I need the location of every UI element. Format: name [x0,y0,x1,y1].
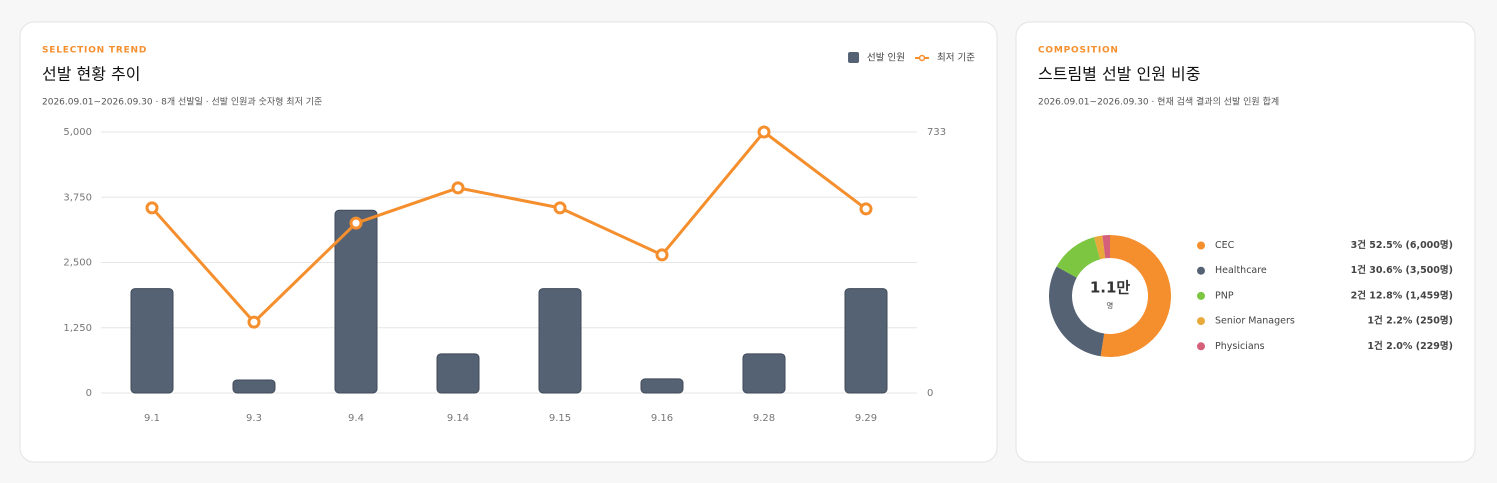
bar [742,353,786,394]
legend-dot [1197,266,1205,275]
legend-value: 2건 12.8% (1,459명) [1351,289,1453,301]
subtitle: 2026.09.01~2026.09.30 · 현재 검색 결과의 선발 인원 … [1038,96,1279,108]
y-tick-label: 5,000 [63,127,92,138]
donut-slice [1049,266,1105,357]
legend-label: Healthcare [1215,265,1267,276]
legend-dot [1197,317,1205,326]
center-unit: 명 [1107,301,1113,310]
legend-value: 1건 30.6% (3,500명) [1351,264,1453,276]
chart-title: 선발 현황 추이 [42,65,141,84]
chart-title: 스트림별 선발 인원 비중 [1038,65,1200,84]
legend-value: 1건 2.0% (229명) [1367,340,1453,352]
x-tick-label: 9.16 [651,413,673,424]
bar [334,209,378,394]
legend-label: CEC [1215,240,1235,251]
legend-dot [1197,241,1205,250]
legend-swatch [918,54,926,62]
line-marker [655,248,669,262]
y-tick-label: 2,500 [63,258,92,269]
y2-tick-label: 0 [927,388,933,399]
x-tick-label: 9.28 [753,413,775,424]
line-marker [349,216,363,230]
y-tick-label: 1,250 [63,323,92,334]
x-tick-label: 9.4 [348,413,364,424]
legend-value: 1건 2.2% (250명) [1367,315,1453,327]
x-tick-label: 9.14 [447,413,469,424]
line-marker [451,181,465,195]
bar [232,379,276,394]
eyebrow: SELECTION TREND [42,46,147,56]
eyebrow: COMPOSITION [1038,46,1119,56]
bar [436,353,480,394]
legend-label: Senior Managers [1215,316,1295,327]
donut-slice [1056,237,1101,278]
y-tick-label: 3,750 [63,192,92,203]
line-marker [247,315,261,329]
legend-swatch [848,52,860,63]
legend-dot [1197,291,1205,300]
legend-label: PNP [1215,290,1234,301]
legend-label: 선발 인원 [867,53,905,64]
line-marker [859,202,873,216]
line-marker [553,201,567,215]
x-tick-label: 9.15 [549,413,571,424]
bar [538,288,582,394]
line [150,130,867,324]
legend-dot [1197,342,1205,351]
bar [640,378,684,394]
legend-label: 최저 기준 [937,53,975,64]
x-tick-label: 9.1 [144,413,160,424]
x-tick-label: 9.29 [855,413,877,424]
line-marker [145,201,159,215]
subtitle: 2026.09.01~2026.09.30 · 8개 선발일 · 선발 인원과 … [42,97,322,108]
donut-slice [1102,235,1110,259]
y-tick-label: 0 [86,388,92,399]
center-label: 1.1만 [1090,279,1131,297]
donut-slice [1100,235,1172,358]
donut-slice [1094,235,1106,260]
trend-card [19,21,998,463]
bar [844,288,888,394]
line-marker [757,125,771,139]
x-tick-label: 9.3 [246,413,262,424]
legend-label: Physicians [1215,341,1265,352]
legend-value: 3건 52.5% (6,000명) [1351,239,1453,251]
bar [130,288,174,394]
y2-tick-label: 733 [927,127,946,138]
